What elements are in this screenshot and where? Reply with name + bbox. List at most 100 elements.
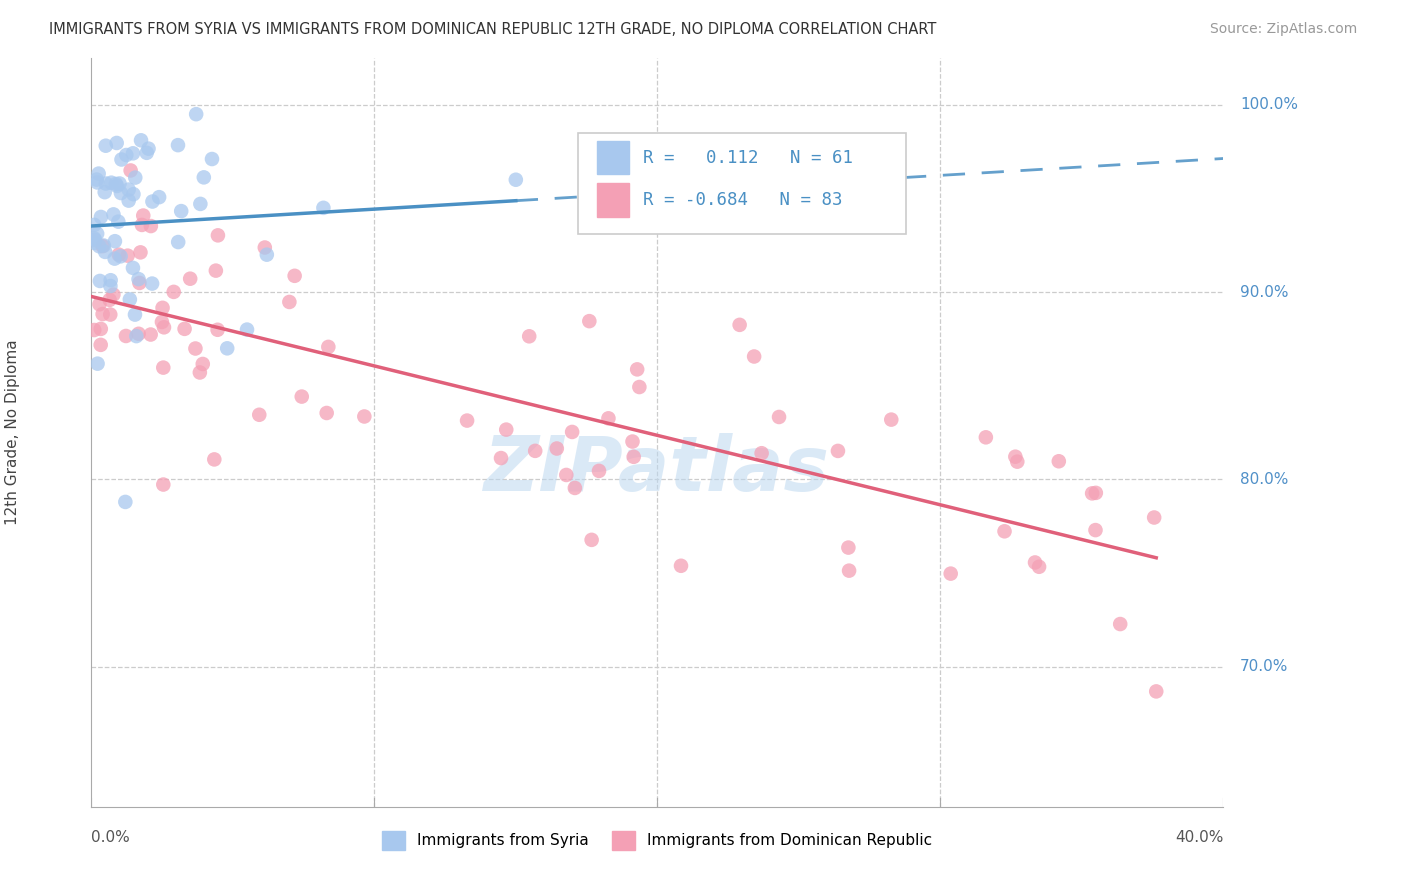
Point bbox=[122, 187, 145, 202]
Point bbox=[124, 308, 146, 322]
Point bbox=[578, 314, 600, 328]
Text: 80.0%: 80.0% bbox=[1240, 472, 1288, 487]
Point bbox=[278, 295, 301, 310]
Point bbox=[150, 315, 173, 329]
Point bbox=[84, 233, 107, 247]
Point bbox=[517, 329, 540, 343]
Point bbox=[1028, 559, 1050, 574]
Point bbox=[628, 380, 651, 394]
Point bbox=[202, 452, 225, 467]
Point bbox=[105, 136, 128, 150]
Point bbox=[581, 533, 603, 547]
Text: ZIPatlas: ZIPatlas bbox=[484, 434, 831, 507]
Point bbox=[974, 430, 997, 444]
Point bbox=[108, 177, 131, 191]
Point bbox=[104, 234, 127, 248]
Point bbox=[838, 564, 860, 578]
Point bbox=[103, 287, 125, 301]
Point bbox=[256, 247, 278, 261]
Point bbox=[139, 219, 162, 233]
Point bbox=[284, 268, 307, 283]
Point bbox=[588, 464, 610, 478]
Point bbox=[546, 442, 568, 456]
Point bbox=[128, 272, 150, 286]
Text: R = -0.684   N = 83: R = -0.684 N = 83 bbox=[643, 192, 842, 210]
Point bbox=[191, 357, 214, 371]
Point bbox=[129, 133, 152, 147]
Point bbox=[207, 228, 229, 243]
Point bbox=[86, 176, 108, 190]
Point bbox=[132, 209, 155, 223]
Point bbox=[104, 177, 127, 191]
Point bbox=[837, 541, 859, 555]
Point bbox=[207, 323, 229, 337]
Point bbox=[115, 148, 138, 162]
Point bbox=[86, 357, 108, 371]
Point bbox=[1081, 486, 1104, 500]
Point bbox=[129, 245, 152, 260]
FancyBboxPatch shape bbox=[578, 133, 907, 234]
Text: R =   0.112   N = 61: R = 0.112 N = 61 bbox=[643, 149, 852, 167]
Point bbox=[107, 214, 129, 228]
Point bbox=[1143, 510, 1166, 524]
Point bbox=[91, 239, 114, 253]
Point bbox=[118, 183, 141, 197]
Point bbox=[186, 107, 208, 121]
Point bbox=[152, 301, 174, 315]
Point bbox=[122, 146, 145, 161]
Point bbox=[86, 172, 108, 186]
Point bbox=[139, 327, 162, 342]
Point bbox=[167, 235, 190, 249]
Point bbox=[1084, 523, 1107, 537]
Point bbox=[83, 235, 105, 250]
Bar bbox=[598, 141, 628, 175]
Point bbox=[141, 277, 163, 291]
Text: 0.0%: 0.0% bbox=[91, 830, 131, 845]
Point bbox=[152, 360, 174, 375]
Point bbox=[86, 227, 108, 241]
Point bbox=[173, 322, 195, 336]
Point bbox=[728, 318, 751, 332]
Text: 12th Grade, No Diploma: 12th Grade, No Diploma bbox=[4, 340, 20, 525]
Point bbox=[1024, 556, 1046, 570]
Point bbox=[94, 244, 117, 259]
Point bbox=[827, 444, 849, 458]
Point bbox=[90, 338, 112, 352]
Point bbox=[125, 329, 148, 343]
Point bbox=[89, 274, 111, 288]
Point bbox=[626, 362, 648, 376]
Point bbox=[90, 210, 112, 224]
Point bbox=[128, 326, 150, 341]
Point bbox=[205, 263, 228, 277]
Point bbox=[110, 153, 132, 167]
Point bbox=[114, 495, 136, 509]
Point bbox=[83, 218, 105, 232]
Point bbox=[1084, 486, 1107, 500]
Point bbox=[1007, 455, 1029, 469]
Point bbox=[939, 566, 962, 581]
Point bbox=[103, 207, 125, 221]
Point bbox=[253, 240, 276, 254]
Point bbox=[104, 252, 127, 266]
Point bbox=[561, 425, 583, 439]
Point bbox=[188, 366, 211, 380]
Point bbox=[184, 342, 207, 356]
Point bbox=[190, 197, 212, 211]
Point bbox=[93, 238, 115, 252]
Point bbox=[353, 409, 375, 424]
Point bbox=[83, 323, 105, 337]
Point bbox=[83, 231, 105, 245]
Point bbox=[94, 138, 117, 153]
Point bbox=[193, 170, 215, 185]
Point bbox=[148, 190, 170, 204]
Point bbox=[623, 450, 645, 464]
Point bbox=[98, 308, 121, 322]
Point bbox=[1047, 454, 1070, 468]
Point bbox=[217, 341, 239, 355]
Point bbox=[742, 350, 765, 364]
Point bbox=[495, 423, 517, 437]
Point bbox=[505, 172, 527, 186]
Point bbox=[456, 413, 478, 427]
Text: 40.0%: 40.0% bbox=[1175, 830, 1223, 845]
Point bbox=[153, 320, 176, 334]
